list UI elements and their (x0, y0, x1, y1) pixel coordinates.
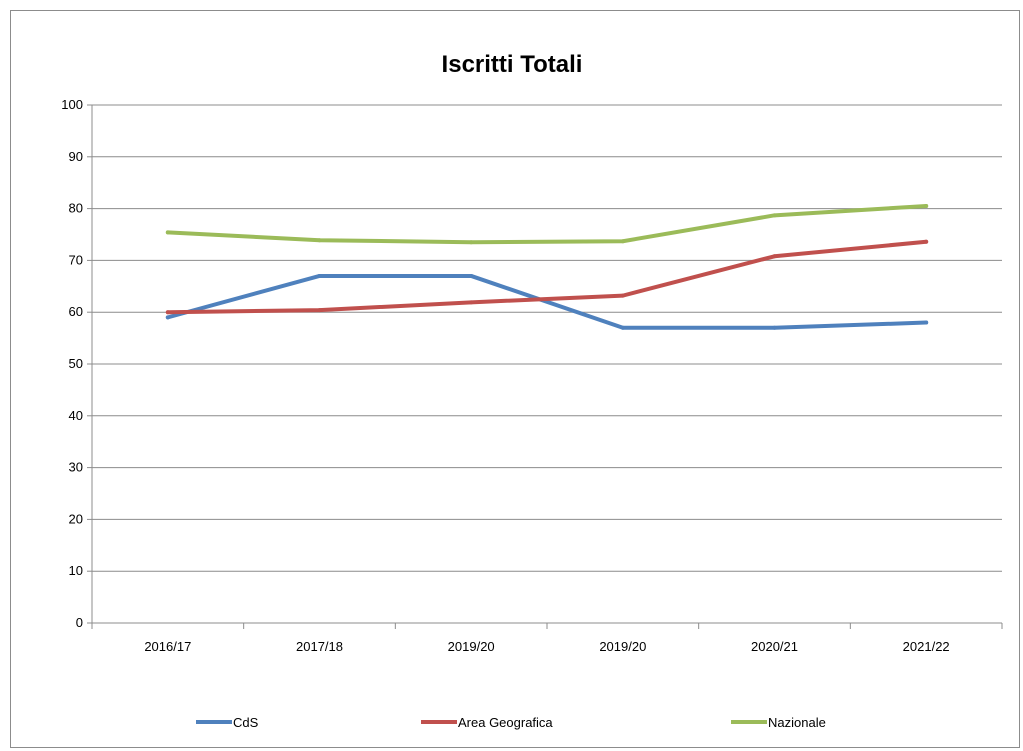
legend: CdS Area Geografica Nazionale (196, 715, 826, 730)
x-axis-tick-labels: 2016/17 2017/18 2019/20 2019/20 2020/21 2021/… (144, 639, 949, 654)
y-tick-label: 70 (69, 252, 83, 267)
series-line-0 (165, 273, 929, 330)
series-line-2 (165, 204, 929, 245)
data-point (924, 239, 929, 244)
data-point (469, 240, 474, 245)
y-tick-label: 60 (69, 304, 83, 319)
x-tick-label: 2019/20 (599, 639, 646, 654)
y-tick-label: 30 (69, 460, 83, 475)
series-lines (165, 204, 929, 330)
data-point (924, 320, 929, 325)
chart-title: Iscritti Totali (442, 51, 583, 78)
y-tick-label: 0 (76, 615, 83, 630)
x-tick-label: 2016/17 (144, 639, 191, 654)
data-point (620, 325, 625, 330)
data-point (165, 230, 170, 235)
data-point (165, 310, 170, 315)
y-tick-label: 80 (69, 201, 83, 216)
data-point (620, 293, 625, 298)
data-point (924, 204, 929, 209)
data-point (772, 213, 777, 218)
y-axis-tick-labels: 0 10 20 30 40 50 60 70 80 90 100 (61, 97, 83, 630)
data-point (469, 300, 474, 305)
data-point (469, 273, 474, 278)
x-tick-label: 2017/18 (296, 639, 343, 654)
y-tick-label: 20 (69, 511, 83, 526)
x-tick-label: 2020/21 (751, 639, 798, 654)
data-point (620, 239, 625, 244)
data-point (317, 273, 322, 278)
axes (87, 104, 1003, 629)
data-point (772, 254, 777, 259)
legend-label: CdS (233, 715, 259, 730)
series-line-1 (165, 239, 929, 315)
data-point (165, 315, 170, 320)
y-tick-label: 50 (69, 356, 83, 371)
y-tick-label: 90 (69, 149, 83, 164)
legend-label: Nazionale (768, 715, 826, 730)
gridlines (92, 104, 1002, 572)
data-point (317, 308, 322, 313)
y-tick-label: 10 (69, 563, 83, 578)
legend-label: Area Geografica (458, 715, 553, 730)
y-tick-label: 100 (61, 97, 83, 112)
x-tick-label: 2021/22 (903, 639, 950, 654)
x-tick-label: 2019/20 (448, 639, 495, 654)
data-point (317, 238, 322, 243)
chart-frame (10, 10, 1020, 748)
data-point (772, 325, 777, 330)
y-tick-label: 40 (69, 408, 83, 423)
